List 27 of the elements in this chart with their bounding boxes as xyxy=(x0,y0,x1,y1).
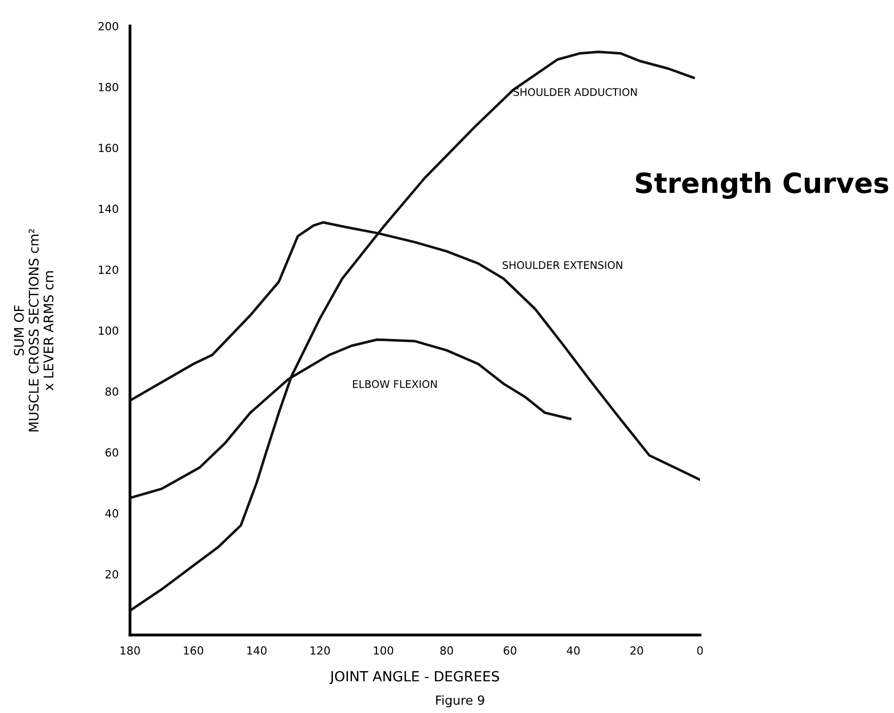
x-tick-label: 140 xyxy=(247,646,267,655)
caption: Figure 9 xyxy=(436,695,484,708)
x-axis-title: JOINT ANGLE - DEGREES xyxy=(329,671,500,684)
x-tick-label: 80 xyxy=(440,646,453,655)
y-tick-label: 60 xyxy=(106,448,118,457)
y-tick-label: 80 xyxy=(106,387,118,396)
x-tick-label: 60 xyxy=(504,646,516,655)
x-tick-label: 0 xyxy=(697,646,703,655)
y-axis-title: SUM OF MUSCLE CROSS SECTIONS cm² x LEVER ARMS cm xyxy=(14,229,54,432)
x-tick-label: 120 xyxy=(310,646,330,655)
x-tick-label: 100 xyxy=(374,646,394,655)
x-tick-label: 20 xyxy=(630,646,643,655)
y-tick-label: 180 xyxy=(98,82,118,92)
text: Strength Curves xyxy=(636,172,888,199)
x-tick-label: 160 xyxy=(184,646,204,655)
annotation: SHOULDER EXTENSION xyxy=(502,261,622,270)
y-tick-label: 160 xyxy=(98,144,118,152)
y-tick-label: 100 xyxy=(98,326,118,335)
y-tick-label: 20 xyxy=(106,570,118,578)
y-tick-label: 40 xyxy=(105,509,118,518)
y-tick-label: 140 xyxy=(98,204,118,214)
x-tick-label: 180 xyxy=(120,646,140,655)
annotation: ELBOW FLEXION xyxy=(353,380,437,388)
y-tick-label: 120 xyxy=(98,266,118,274)
y-tick-label: 200 xyxy=(98,22,118,30)
x-tick-label: 40 xyxy=(566,646,580,655)
annotation: SHOULDER ADDUCTION xyxy=(514,88,637,96)
